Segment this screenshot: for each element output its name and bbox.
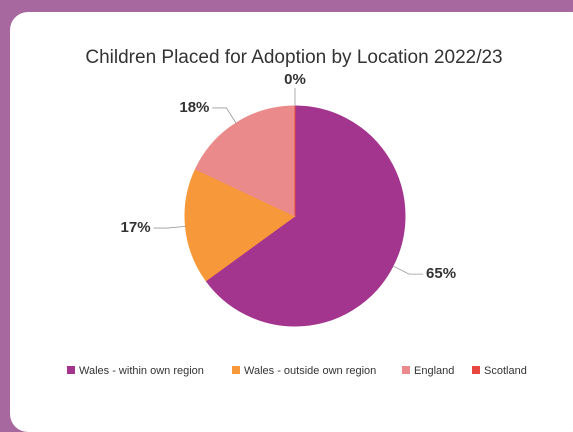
legend-label: Wales - outside own region <box>244 365 376 377</box>
page: {"chart_data": {"type": "pie", "title": … <box>10 12 573 432</box>
data-label: 18% <box>179 99 209 116</box>
legend-label: Scotland <box>484 365 527 377</box>
legend-swatch <box>472 366 480 374</box>
leader-line <box>392 265 424 275</box>
leader-line <box>212 107 237 124</box>
pie-slice <box>194 105 296 217</box>
legend-label: England <box>414 365 454 377</box>
chart-title: Children Placed for Adoption by Location… <box>85 47 502 68</box>
data-label: 17% <box>121 219 151 236</box>
leader-line <box>153 225 186 229</box>
chart: Children Placed for Adoption by Location… <box>67 47 527 377</box>
legend-swatch <box>67 366 75 374</box>
legend-label: Wales - within own region <box>79 365 204 377</box>
legend-swatch <box>232 366 240 374</box>
data-label: 65% <box>426 265 456 282</box>
data-label: 0% <box>284 71 306 88</box>
legend-swatch <box>402 366 410 374</box>
